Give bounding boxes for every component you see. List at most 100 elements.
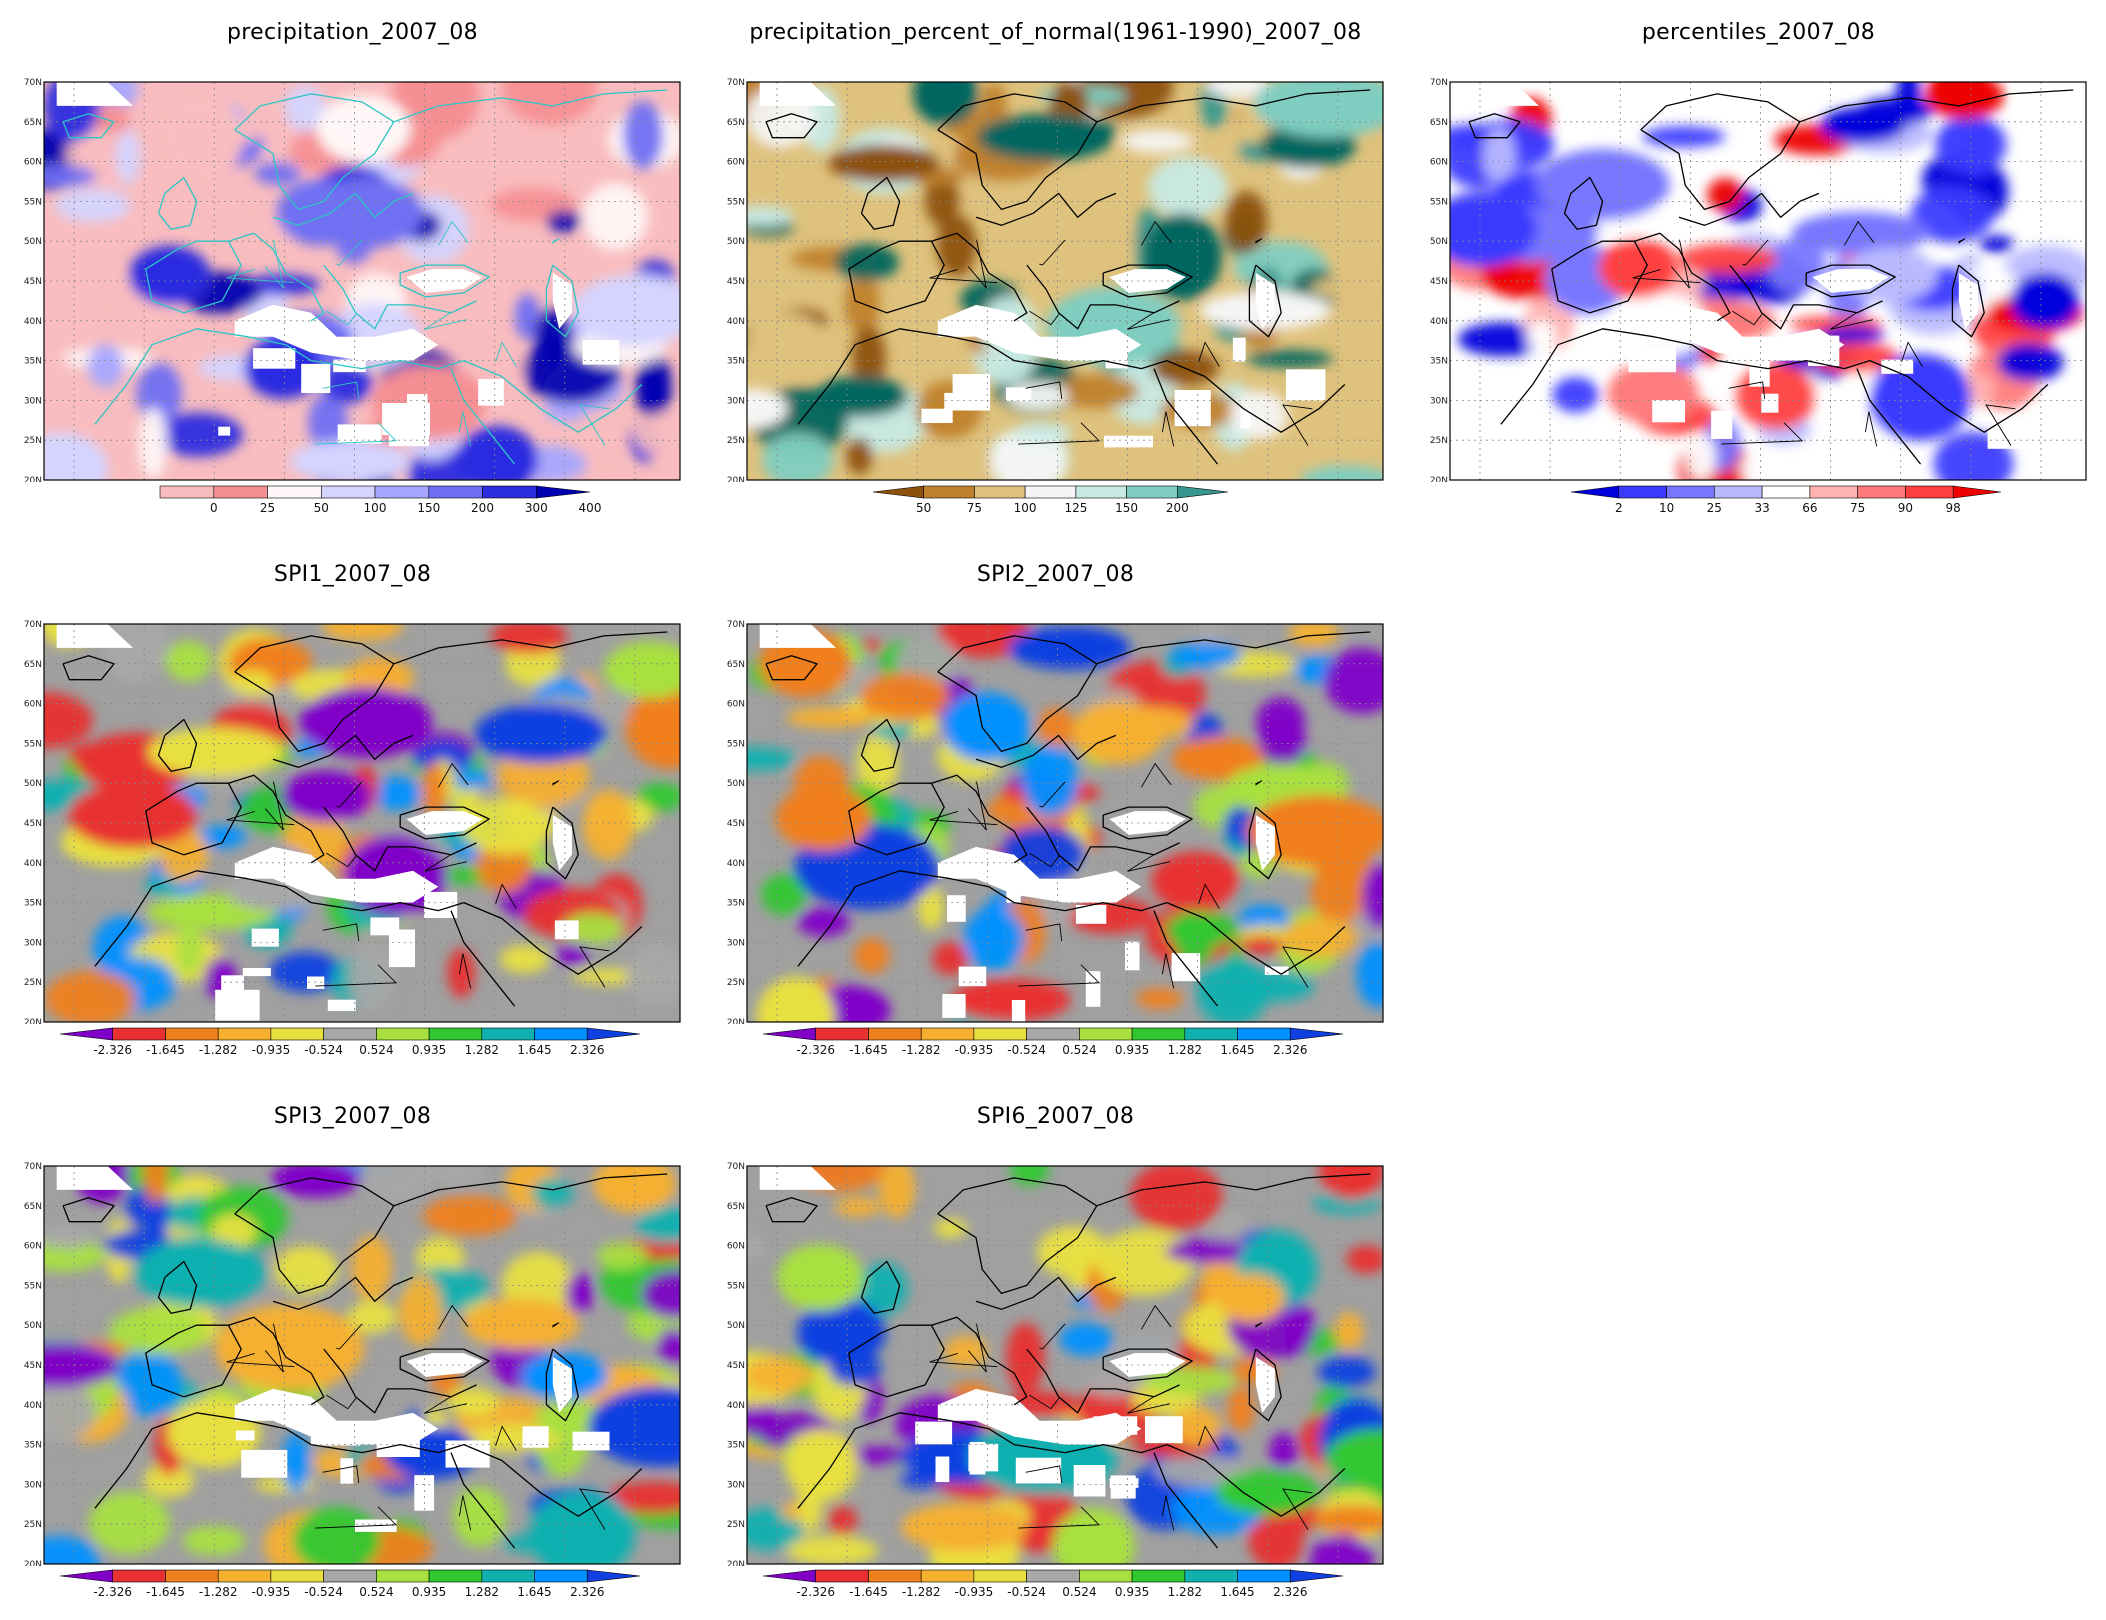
lat-tick-label: 40N — [24, 317, 42, 327]
lat-tick-label: 40N — [727, 1401, 745, 1411]
map-frame — [1449, 81, 2087, 481]
colorbar-swatch — [59, 1027, 114, 1041]
colorbar-swatch — [872, 485, 925, 499]
lat-tick-label: 55N — [727, 1281, 745, 1291]
lat-tick-label: 70N — [24, 78, 42, 88]
lat-tick-label: 60N — [727, 700, 745, 710]
colorbar-swatch — [762, 1569, 817, 1583]
colorbar-label: 1.645 — [1220, 1585, 1254, 1599]
lat-tick-label: 65N — [24, 118, 42, 128]
lat-tick-label: 70N — [727, 620, 745, 630]
colorbar-label: -0.935 — [252, 1585, 291, 1599]
colorbar-label: -1.645 — [849, 1585, 888, 1599]
colorbar-label: 10 — [1659, 501, 1674, 515]
colorbar: 0 25 50 100 150 200 300 400 — [159, 485, 601, 515]
lat-tick-label: 50N — [727, 237, 745, 247]
panel-title: SPI3_2007_08 — [273, 1104, 432, 1129]
colorbar-swatch — [482, 485, 537, 499]
colorbar-label: 1.645 — [517, 1043, 551, 1057]
colorbar-label: -1.282 — [199, 1585, 238, 1599]
colorbar-label: 1.282 — [1168, 1043, 1202, 1057]
lat-tick-label: 25N — [24, 1520, 42, 1530]
colorbar: -2.326 -1.645 -1.282 -0.935 -0.524 0.524 0.935… — [762, 1027, 1344, 1057]
colorbar-label: 2.326 — [570, 1585, 604, 1599]
colorbar-swatch — [586, 1569, 641, 1583]
colorbar-label: 300 — [525, 501, 548, 515]
lat-tick-label: 50N — [24, 779, 42, 789]
lat-tick-label: 70N — [24, 1162, 42, 1172]
colorbar-label: 0.524 — [359, 1585, 393, 1599]
colorbar: -2.326 -1.645 -1.282 -0.935 -0.524 0.524 0.935… — [59, 1027, 641, 1057]
colorbar-label: 0.524 — [359, 1043, 393, 1057]
map-plot: 70N65N60N55N50N45N40N35N30N25N20N20W10W0… — [24, 620, 681, 1024]
colorbar-swatch — [920, 1027, 975, 1041]
lat-tick-label: 30N — [727, 938, 745, 948]
map-panel-spi6: SPI6_2007_08 70N 65N 60N 55N 50N 45N 40N 35N 30N… — [703, 1104, 1408, 1599]
lat-tick-label: 35N — [727, 1441, 745, 1451]
colorbar-label: 0.935 — [412, 1585, 446, 1599]
map-plot: 70N65N60N55N50N45N40N35N30N25N20N20W10W0… — [727, 1162, 1384, 1566]
lat-tick-label: 45N — [727, 277, 745, 287]
colorbar-swatch — [217, 1569, 272, 1583]
lat-tick-label: 55N — [24, 197, 42, 207]
lat-tick-label: 30N — [24, 396, 42, 406]
colorbar-label: 2.326 — [570, 1043, 604, 1057]
colorbar-label: 90 — [1898, 501, 1913, 515]
lat-tick-label: 65N — [727, 660, 745, 670]
colorbar-swatch — [165, 1027, 219, 1041]
colorbar-swatch — [815, 1569, 869, 1583]
lat-tick-label: 20N — [727, 1018, 745, 1024]
colorbar-swatch — [586, 1027, 641, 1041]
colorbar-label: -0.524 — [1007, 1585, 1046, 1599]
colorbar-swatch — [481, 1569, 535, 1583]
map-frame — [746, 81, 1384, 481]
lat-tick-label: 25N — [1430, 436, 1448, 446]
colorbar-label: 50 — [916, 501, 931, 515]
map-frame — [43, 81, 681, 481]
colorbar-label: 150 — [417, 501, 440, 515]
colorbar-swatch — [762, 1027, 817, 1041]
colorbar-swatch — [376, 1027, 430, 1041]
lat-tick-label: 45N — [727, 1361, 745, 1371]
colorbar-swatch — [534, 1027, 588, 1041]
lat-tick-label: 50N — [727, 1321, 745, 1331]
lat-tick-label: 30N — [24, 1480, 42, 1490]
lat-tick-label: 35N — [24, 1441, 42, 1451]
panel-title: percentiles_2007_08 — [1641, 20, 1876, 45]
lat-tick-label: 25N — [727, 978, 745, 988]
lat-tick-label: 25N — [24, 978, 42, 988]
lat-tick-label: 20N — [24, 1560, 42, 1566]
colorbar-swatch — [320, 485, 376, 499]
lat-tick-label: 45N — [24, 277, 42, 287]
colorbar-swatch — [1075, 485, 1127, 499]
colorbar-label: -1.645 — [849, 1043, 888, 1057]
lat-tick-label: 55N — [727, 197, 745, 207]
colorbar-label: -0.524 — [1007, 1043, 1046, 1057]
colorbar-label: 25 — [1707, 501, 1722, 515]
colorbar-label: 75 — [967, 501, 982, 515]
colorbar-swatch — [1713, 485, 1763, 499]
colorbar-swatch — [270, 1027, 324, 1041]
map-frame — [746, 623, 1384, 1023]
colorbar-swatch — [1666, 485, 1715, 499]
field-contours — [747, 624, 1383, 1022]
lat-tick-label: 30N — [1430, 396, 1448, 406]
colorbar-swatch — [481, 1027, 535, 1041]
colorbar-label: 200 — [471, 501, 494, 515]
lat-tick-label: 30N — [24, 938, 42, 948]
no-data-areas — [759, 1166, 1275, 1499]
colorbar-label: -1.645 — [146, 1585, 185, 1599]
coastlines — [1468, 89, 2074, 465]
lat-tick-label: 55N — [24, 739, 42, 749]
colorbar: -2.326 -1.645 -1.282 -0.935 -0.524 0.524 0.935… — [59, 1569, 641, 1599]
lat-tick-label: 60N — [727, 1242, 745, 1252]
lat-tick-label: 50N — [1430, 237, 1448, 247]
lat-tick-label: 65N — [24, 660, 42, 670]
coastlines — [62, 631, 668, 1007]
colorbar-label: -1.645 — [146, 1043, 185, 1057]
map-plot: 70N65N60N55N50N45N40N35N30N25N20N20W10W0… — [727, 78, 1384, 482]
colorbar: -2.326 -1.645 -1.282 -0.935 -0.524 0.524 0.935… — [762, 1569, 1344, 1599]
colorbar-label: 2.326 — [1273, 1043, 1307, 1057]
colorbar-label: 0.524 — [1062, 1585, 1096, 1599]
map-plot: 70N65N60N55N50N45N40N35N30N25N20N20W10W0… — [727, 620, 1384, 1024]
